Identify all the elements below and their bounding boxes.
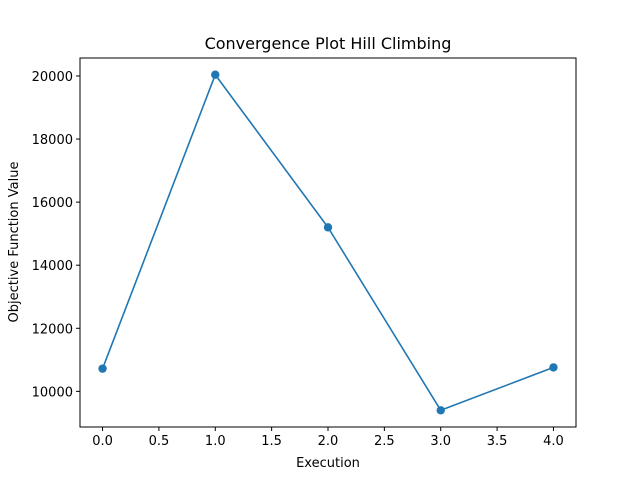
y-tick-label: 16000 [32,196,73,211]
x-axis-label: Execution [296,456,360,471]
data-point [323,223,333,232]
y-tick-label: 10000 [32,385,73,400]
x-tick-label: 1.5 [261,434,282,449]
x-tick-label: 3.0 [430,434,451,449]
data-point [549,363,558,372]
x-tick-label: 0.5 [149,434,170,449]
x-tick-label: 2.5 [374,434,395,449]
x-tick-label: 3.5 [487,434,508,449]
plot-area: 0.0 0.5 1.0 1.5 2.0 2.5 3.0 3.5 4.0 10000 12000 14… [32,57,577,449]
plot-frame [79,57,577,428]
series-layer [98,70,558,415]
x-axis-ticks: 0.0 0.5 1.0 1.5 2.0 2.5 3.0 3.5 4.0 [92,427,564,449]
y-tick-label: 18000 [32,133,73,148]
x-tick-label: 2.0 [318,434,339,449]
y-tick-label: 14000 [32,259,73,274]
y-tick-label: 20000 [32,70,73,85]
plot-background [80,58,576,427]
chart-title: Convergence Plot Hill Climbing [205,34,452,53]
x-tick-label: 4.0 [543,434,564,449]
y-tick-label: 12000 [32,322,73,337]
data-point [436,406,445,415]
data-point [98,364,107,373]
x-tick-label: 0.0 [92,434,113,449]
x-tick-label: 1.0 [205,434,226,449]
y-axis-ticks: 10000 12000 14000 16000 18000 20000 [32,70,80,400]
data-point [211,70,220,79]
y-axis-label: Objective Function Value [7,162,22,323]
